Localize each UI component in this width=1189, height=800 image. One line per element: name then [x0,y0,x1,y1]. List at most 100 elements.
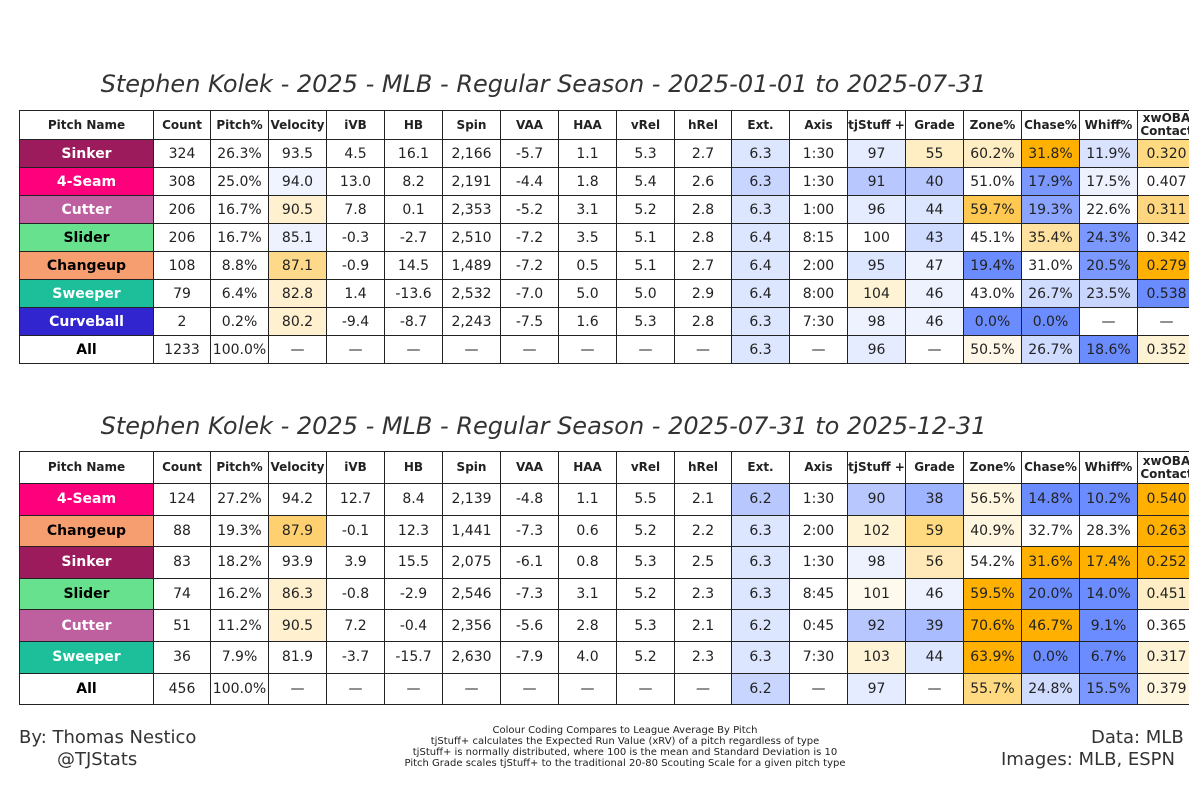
table-cell: 36 [153,641,211,674]
table-cell: 0.407 [1137,167,1189,196]
pitch-name: Slider [19,577,154,611]
table-cell: 55 [905,139,964,168]
table-cell: -2.7 [384,223,443,252]
pitch-name: Cutter [19,609,154,642]
table-cell: 124 [153,483,211,516]
table-cell: 14.5 [384,251,443,280]
table-cell: 26.7% [1021,279,1080,308]
table-cell: 0.2% [210,307,269,336]
table-cell: 5.2 [616,641,675,674]
table-cell: 2,630 [442,641,501,674]
table-cell: -6.1 [500,546,559,579]
table-cell: -4.8 [500,483,559,516]
table-cell: -7.3 [500,514,559,548]
table-cell: 6.3 [731,195,790,224]
table-cell: -5.7 [500,139,559,168]
table-cell: 39 [905,609,964,642]
table-cell: 5.1 [616,223,675,252]
pitch-name: Sweeper [19,641,154,674]
table-cell: 80.2 [268,307,327,336]
table-cell: 8:00 [789,279,848,308]
table-cell: 56.5% [963,483,1022,516]
column-header: Velocity [268,110,327,140]
table-cell: 6.4 [731,251,790,280]
table-cell: 86.3 [268,577,327,611]
column-header: vRel [616,451,675,484]
table-cell: — [674,672,732,706]
table-cell: 1:30 [789,483,848,516]
table-cell: 94.2 [268,483,327,516]
table-cell: — [616,335,675,364]
table-cell: 95 [847,251,906,280]
table-cell: 20.0% [1021,577,1080,611]
table-cell: 206 [153,223,211,252]
table-cell: 8.8% [210,251,269,280]
table-cell: 98 [847,307,906,336]
table-cell: 13.0 [326,167,385,196]
table-cell: 8.4 [384,483,443,516]
pitch-name: 4-Seam [19,483,154,516]
table-cell: 0.538 [1137,279,1189,308]
table-cell: 2,356 [442,609,501,642]
table-cell: 6.3 [731,139,790,168]
table-cell: 2:00 [789,514,848,548]
table-cell: 56 [905,546,964,579]
table-cell: 16.2% [210,577,269,611]
column-header: Pitch Name [19,451,154,484]
pitch-name: 4-Seam [19,167,154,196]
table-cell: 35.4% [1021,223,1080,252]
table-cell: — [789,672,848,706]
table-cell: 308 [153,167,211,196]
note: Pitch Grade scales tjStuff+ to the tradi… [404,758,846,769]
table-cell: 46 [905,279,964,308]
table-cell: -3.7 [326,641,385,674]
table-cell: 82.8 [268,279,327,308]
table-cell: 98 [847,546,906,579]
table-cell: 2,139 [442,483,501,516]
table-cell: 4.0 [558,641,617,674]
table-cell: 7:30 [789,641,848,674]
table-cell: 11.2% [210,609,269,642]
table-cell: 20.5% [1079,251,1138,280]
pitch-name: Sinker [19,546,154,579]
column-header: VAA [500,110,559,140]
column-header: Axis [789,110,848,140]
table-cell: 0.6 [558,514,617,548]
table-cell: 43 [905,223,964,252]
table-title: Stephen Kolek - 2025 - MLB - Regular Sea… [100,70,987,98]
column-header: Whiff% [1079,451,1138,484]
table-cell: — [905,335,964,364]
table-cell: 0.263 [1137,514,1189,548]
table-cell: 2.5 [674,546,732,579]
table-cell: -7.5 [500,307,559,336]
column-header: xwOBA Contact [1137,110,1189,140]
handle: @TJStats [57,749,138,770]
table-cell: 5.3 [616,139,675,168]
table-cell: 6.3 [731,577,790,611]
table-cell: 38 [905,483,964,516]
table-cell: 15.5 [384,546,443,579]
table-cell: 63.9% [963,641,1022,674]
table-cell: 2,510 [442,223,501,252]
table-cell: 7.9% [210,641,269,674]
table-cell: 0.1 [384,195,443,224]
table-cell: 16.7% [210,195,269,224]
note: tjStuff+ is normally distributed, where … [412,747,838,758]
table-cell: 456 [153,672,211,706]
pitch-name: Slider [19,223,154,252]
table-cell: 5.3 [616,609,675,642]
table-cell: 2.3 [674,577,732,611]
table-cell: 90 [847,483,906,516]
table-cell: 5.2 [616,195,675,224]
pitch-name: Sinker [19,139,154,168]
column-header: HB [384,110,443,140]
table-cell: — [326,672,385,706]
table-cell: 5.0 [558,279,617,308]
table-cell: — [326,335,385,364]
table-cell: 6.7% [1079,641,1138,674]
image-source: Images: MLB, ESPN [1001,749,1176,770]
table-cell: 0.320 [1137,139,1189,168]
table-cell: 101 [847,577,906,611]
table-cell: 5.2 [616,577,675,611]
